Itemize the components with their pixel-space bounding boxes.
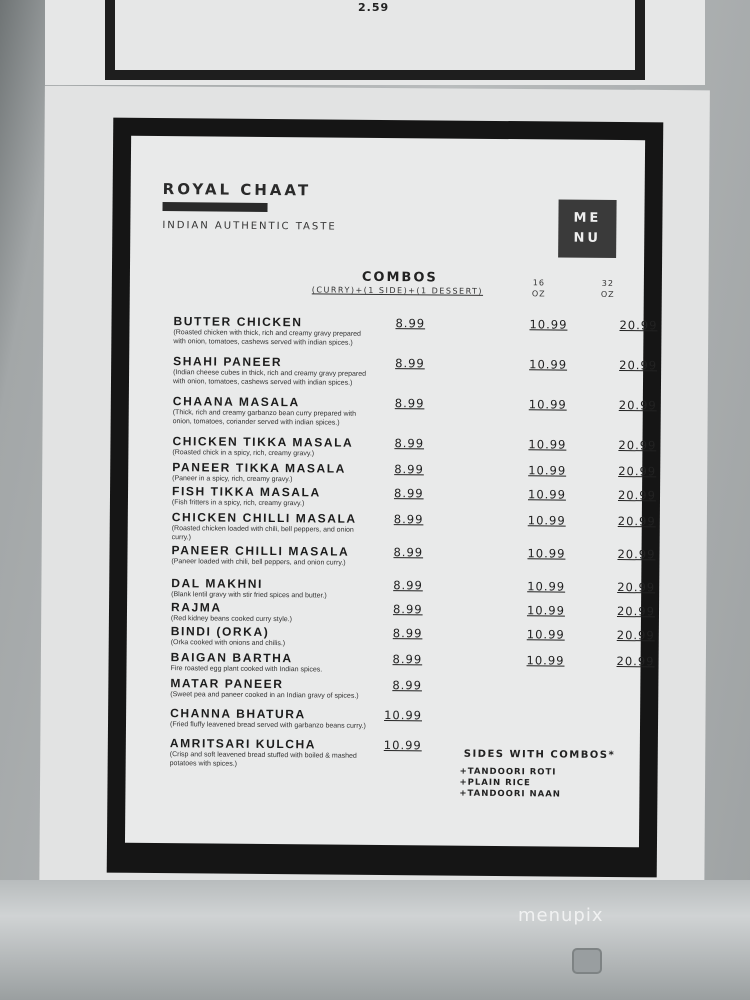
watermark: menupix: [518, 905, 604, 926]
price-32oz: 20.99: [616, 604, 656, 619]
combo-price: 8.99: [392, 652, 423, 667]
price-32oz: 20.99: [618, 438, 657, 453]
price-16oz: 10.99: [526, 653, 565, 668]
price-16oz: 10.99: [526, 603, 566, 618]
price-32oz: 20.99: [617, 488, 657, 503]
size-32oz-header: 32 OZ: [593, 278, 623, 300]
menu-item: BUTTER CHICKEN (Roasted chicken with thi…: [173, 314, 657, 358]
combo-price: 8.99: [392, 602, 423, 617]
price-32oz: 20.99: [619, 358, 658, 373]
top-sheet-price: 2.59: [358, 1, 390, 14]
combo-price: 8.99: [394, 462, 424, 477]
side-item: +TANDOORI NAAN: [459, 788, 561, 800]
combo-price: 8.99: [393, 512, 424, 527]
menu-badge-line: NU: [573, 230, 602, 246]
combo-price: 8.99: [394, 396, 425, 411]
price-16oz: 10.99: [529, 357, 568, 372]
item-description: Fire roasted egg plant cooked with India…: [170, 665, 323, 674]
bolt: [572, 948, 602, 974]
menu-item: CHICKEN CHILLI MASALA (Roasted chicken l…: [171, 510, 656, 547]
price-16oz: 10.99: [528, 437, 567, 452]
price-32oz: 20.99: [616, 628, 655, 643]
size-unit: OZ: [600, 289, 615, 299]
side-item: +PLAIN RICE: [459, 777, 531, 789]
item-description: (Sweet pea and paneer cooked in an India…: [170, 691, 359, 700]
price-32oz: 20.99: [617, 580, 656, 595]
menu-badge: ME NU: [558, 199, 617, 259]
price-16oz: 10.99: [526, 627, 565, 642]
item-description: (Paneer loaded with chili, bell peppers,…: [171, 558, 346, 567]
menu-page: ROYAL CHAAT INDIAN AUTHENTIC TASTE ME NU…: [124, 135, 658, 848]
price-32oz: 20.99: [618, 398, 657, 413]
sides-list: +TANDOORI ROTI +PLAIN RICE +TANDOORI NAAN: [459, 767, 561, 801]
size-number: 16: [532, 278, 546, 288]
price-32oz: 20.99: [619, 318, 658, 333]
combo-price: 8.99: [395, 316, 426, 331]
window-frame-rail: [0, 880, 750, 1000]
combos-title: COMBOS: [361, 269, 438, 286]
combo-price: 8.99: [394, 436, 425, 451]
item-description: (Indian cheese cubes in thick, rich and …: [172, 369, 367, 387]
combo-price: 8.99: [393, 486, 424, 501]
menu-items: BUTTER CHICKEN (Roasted chicken with thi…: [169, 314, 658, 772]
price-16oz: 10.99: [528, 463, 567, 478]
sides-title: SIDES WITH COMBOS*: [463, 748, 616, 762]
top-menu-sheet: 2.59: [45, 0, 705, 85]
combo-price: 8.99: [393, 545, 424, 560]
menu-item: SHAHI PANEER (Indian cheese cubes in thi…: [172, 354, 657, 398]
brand-name: ROYAL CHAAT: [162, 180, 312, 200]
combo-price: 8.99: [395, 356, 425, 371]
item-description: (Roasted chicken with thick, rich and cr…: [173, 329, 361, 347]
item-description: (Roasted chick in a spicy, rich, creamy …: [172, 449, 315, 458]
brand-underline: [162, 202, 268, 212]
combo-price: 10.99: [384, 708, 423, 723]
price-32oz: 20.99: [617, 547, 656, 562]
item-description: (Red kidney beans cooked curry style.): [170, 615, 292, 624]
combo-price: 8.99: [392, 678, 423, 693]
price-32oz: 20.99: [617, 514, 656, 529]
menu-badge-line: ME: [573, 210, 602, 226]
price-16oz: 10.99: [527, 487, 567, 502]
item-description: (Fish fritters in a spicy, rich, creamy …: [171, 499, 305, 508]
price-16oz: 10.99: [527, 546, 566, 561]
item-description: (Orka cooked with onions and chilis.): [170, 639, 286, 648]
price-16oz: 10.99: [527, 579, 566, 594]
price-32oz: 20.99: [618, 464, 657, 479]
tagline: INDIAN AUTHENTIC TASTE: [162, 220, 337, 233]
combo-price: 8.99: [392, 626, 423, 641]
size-unit: OZ: [531, 289, 546, 299]
combos-subtitle: (CURRY)+(1 SIDE)+(1 DESSERT): [311, 285, 484, 296]
combo-price: 10.99: [383, 737, 422, 753]
combo-price: 8.99: [393, 578, 423, 593]
item-description: (Roasted chicken loaded with chili, bell…: [171, 525, 354, 542]
menu-item: CHAANA MASALA (Thick, rich and creamy ga…: [172, 394, 657, 438]
price-32oz: 20.99: [616, 654, 655, 669]
item-description: (Crisp and soft leavened bread stuffed w…: [169, 751, 357, 768]
item-description: (Paneer in a spicy, rich, creamy gravy.): [172, 475, 293, 484]
price-16oz: 10.99: [529, 317, 568, 332]
item-description: (Blank lentil gravy with stir fried spic…: [171, 591, 327, 600]
size-16oz-header: 16 OZ: [524, 277, 554, 299]
menu-item: CHANNA BHATURA (Fried fluffy leavened br…: [170, 706, 650, 740]
menu-item: MATAR PANEER (Sweet pea and paneer cooke…: [170, 676, 650, 710]
menu-item: PANEER CHILLI MASALA (Paneer loaded with…: [171, 543, 655, 580]
price-16oz: 10.99: [527, 513, 566, 528]
item-description: (Thick, rich and creamy garbanzo bean cu…: [172, 409, 357, 427]
menu-frame: ROYAL CHAAT INDIAN AUTHENTIC TASTE ME NU…: [106, 117, 664, 878]
top-sheet-frame: [105, 0, 645, 80]
price-16oz: 10.99: [528, 397, 567, 412]
size-number: 32: [601, 278, 615, 288]
item-description: (Fried fluffy leavened bread served with…: [169, 721, 366, 730]
side-item: +TANDOORI ROTI: [459, 766, 557, 778]
